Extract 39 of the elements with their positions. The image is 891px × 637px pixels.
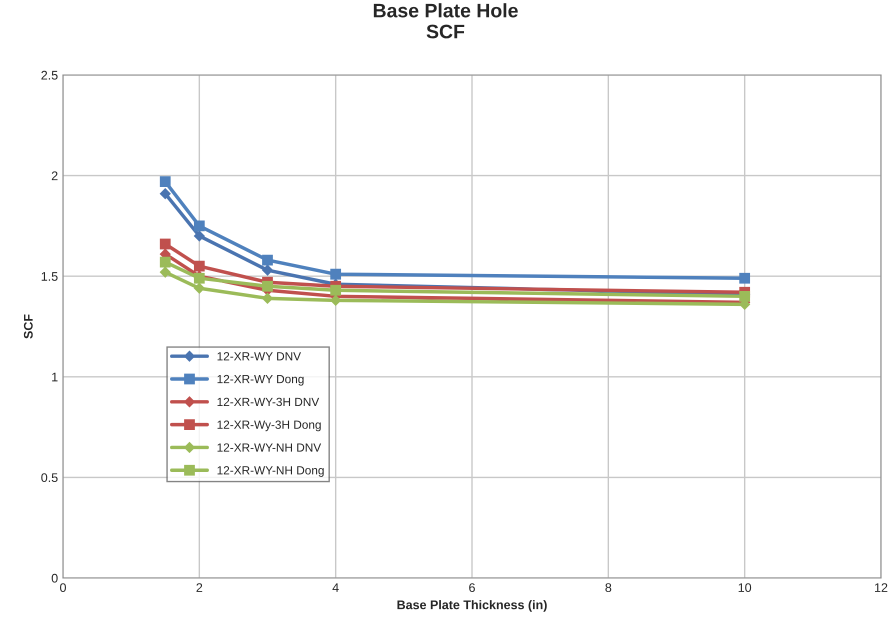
point xyxy=(739,272,750,284)
legend-label: 12-XR-Wy-3H Dong xyxy=(218,420,321,432)
point xyxy=(160,188,171,200)
y-tick-label: 1.5 xyxy=(42,272,58,281)
x-tick-label: 6 xyxy=(469,583,475,592)
legend-label: 12-XR-WY-NH DNV xyxy=(218,443,322,452)
legend-label: 12-XR-WY Dong xyxy=(218,374,304,386)
point xyxy=(160,176,171,188)
chart-title: Base Plate Hole SCF xyxy=(374,3,518,38)
point xyxy=(262,280,273,292)
point xyxy=(194,260,205,272)
y-tick-label: 1 xyxy=(52,372,58,382)
point xyxy=(160,256,171,268)
point xyxy=(194,220,205,232)
legend-label: 12-XR-WY-NH Dong xyxy=(218,466,324,477)
x-tick-label: 12 xyxy=(875,583,888,592)
point xyxy=(262,254,273,266)
point xyxy=(262,264,273,276)
y-tick-label: 2.5 xyxy=(41,70,58,80)
x-tick-label: 2 xyxy=(196,583,202,592)
x-tick-label: 10 xyxy=(738,583,752,592)
point xyxy=(160,238,171,250)
point xyxy=(330,268,342,280)
x-tick-label: 4 xyxy=(332,583,339,592)
x-tick-label: 0 xyxy=(60,583,66,592)
x-tick-label: 8 xyxy=(605,583,612,592)
point xyxy=(194,230,205,242)
y-tick-label: 0.5 xyxy=(41,473,58,482)
point xyxy=(194,282,205,294)
point xyxy=(330,294,342,306)
legend-label: 12-XR-WY-3H DNV xyxy=(218,398,320,406)
point xyxy=(262,292,273,304)
point xyxy=(160,266,171,278)
legend-label: 12-XR-WY DNV xyxy=(218,352,302,360)
y-tick-label: 0 xyxy=(52,574,58,583)
y-axis-title: SCF xyxy=(24,314,33,339)
y-tick-label: 2 xyxy=(52,171,58,180)
point xyxy=(330,284,342,296)
x-axis-title: Base Plate Thickness (in) xyxy=(397,600,547,612)
